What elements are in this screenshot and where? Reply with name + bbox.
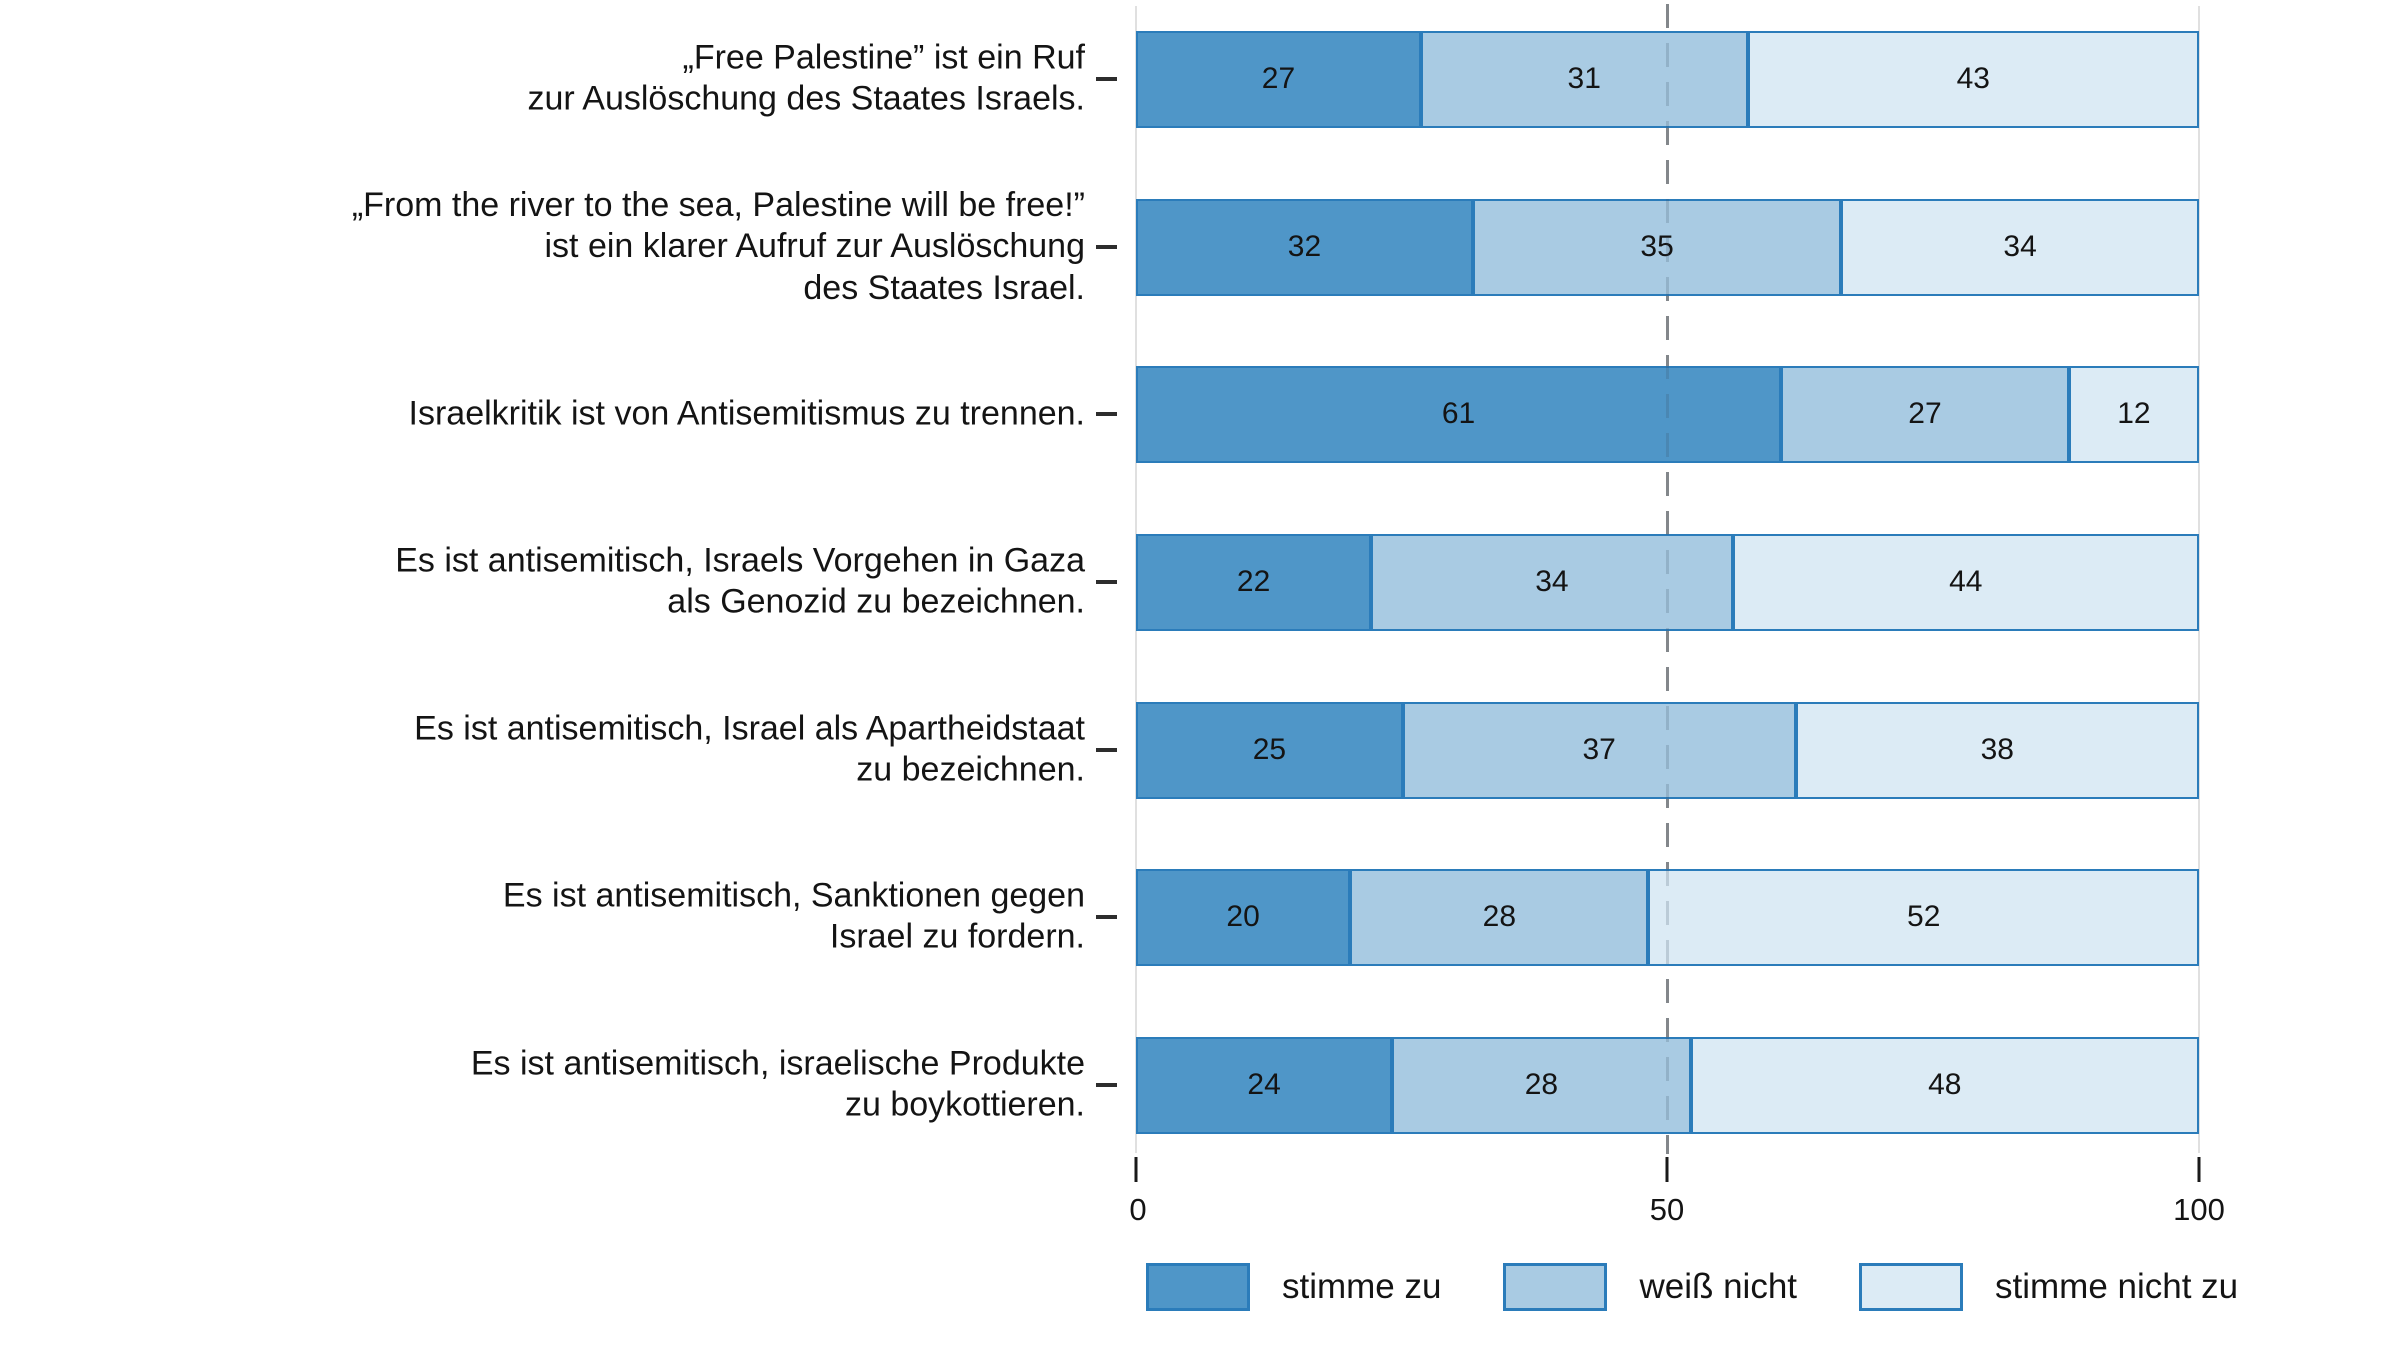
bar-row: 24 28 48 — [1136, 1036, 2199, 1134]
category-label: Es ist antisemitisch, Sanktionen gegen I… — [502, 876, 1085, 956]
legend-label-agree: stimme zu — [1282, 1267, 1442, 1306]
segment-value-label: 27 — [1908, 397, 1942, 430]
segment-value-label: 24 — [1247, 1068, 1281, 1101]
legend-label-disagree: stimme nicht zu — [1995, 1267, 2239, 1306]
bar-segment: 34 — [1371, 533, 1733, 631]
segment-value-label: 61 — [1441, 397, 1476, 430]
legend-label-dont-know: weiß nicht — [1639, 1267, 1798, 1306]
bar-segment: 20 — [1136, 868, 1351, 966]
legend-swatch-dont-know — [1503, 1263, 1608, 1311]
legend-swatch-agree — [1146, 1263, 1250, 1311]
bar-row: 25 37 38 — [1136, 701, 2199, 799]
legend: stimme zu weiß nicht stimme nicht zu — [1146, 1263, 2238, 1311]
segment-value-label: 27 — [1261, 62, 1296, 95]
bar-segment: 25 — [1136, 701, 1403, 799]
category-label: Es ist antisemitisch, Israel als Aparthe… — [414, 709, 1085, 789]
category-label: Es ist antisemitisch, Israels Vorgehen i… — [395, 541, 1085, 621]
x-tick-0 — [1134, 1157, 1138, 1182]
y-axis-tick — [1096, 77, 1117, 81]
x-tick-100 — [2197, 1157, 2201, 1182]
segment-value-label: 35 — [1640, 230, 1674, 263]
bar-row: 20 28 52 — [1136, 868, 2199, 966]
reference-line-50-overlay — [1666, 4, 1669, 1154]
segment-value-label: 31 — [1567, 62, 1601, 95]
segment-value-label: 32 — [1287, 230, 1322, 263]
segment-value-label: 34 — [1535, 565, 1569, 598]
segment-value-label: 37 — [1582, 733, 1616, 766]
y-axis-tick — [1096, 412, 1117, 416]
bar-segment: 24 — [1136, 1036, 1393, 1134]
segment-value-label: 25 — [1252, 733, 1287, 766]
bar-segment: 22 — [1136, 533, 1372, 631]
bar-segment: 27 — [1136, 30, 1421, 128]
bar-segment: 27 — [1781, 365, 2069, 463]
bar-segment: 28 — [1392, 1036, 1691, 1134]
segment-value-label: 28 — [1482, 900, 1517, 933]
legend-swatch-disagree — [1859, 1263, 1964, 1311]
bar-segment: 34 — [1841, 198, 2199, 296]
bar-row: 32 35 34 — [1136, 198, 2199, 296]
x-tick-50 — [1665, 1157, 1669, 1182]
category-label: Es ist antisemitisch, israelische Produk… — [470, 1044, 1085, 1124]
segment-value-label: 52 — [1907, 900, 1941, 933]
segment-value-label: 12 — [2117, 397, 2151, 430]
segment-value-label: 38 — [1980, 733, 2014, 766]
y-axis-tick — [1096, 580, 1117, 584]
segment-value-label: 20 — [1226, 900, 1260, 933]
bar-segment: 44 — [1732, 533, 2199, 631]
segment-value-label: 43 — [1956, 62, 1990, 95]
bar-segment: 31 — [1420, 30, 1748, 128]
x-tick-label-100: 100 — [2173, 1192, 2225, 1227]
bar-segment: 35 — [1472, 198, 1842, 296]
bar-segment: 37 — [1402, 701, 1796, 799]
bar-segment: 38 — [1795, 701, 2199, 799]
segment-value-label: 22 — [1236, 565, 1271, 598]
category-label: Israelkritik ist von Antisemitismus zu t… — [408, 394, 1085, 433]
y-axis-tick — [1096, 245, 1117, 249]
bar-segment: 28 — [1350, 868, 1649, 966]
y-axis-tick — [1096, 1083, 1117, 1087]
bar-segment: 32 — [1136, 198, 1473, 296]
category-label: „Free Palestine” ist ein Ruf zur Auslösc… — [527, 38, 1085, 118]
segment-value-label: 34 — [2003, 230, 2037, 263]
segment-value-label: 48 — [1928, 1068, 1962, 1101]
legend-item-disagree: stimme nicht zu — [1859, 1263, 2238, 1311]
legend-item-agree: stimme zu — [1146, 1263, 1441, 1311]
bar-segment: 12 — [2068, 365, 2199, 463]
bar-segment: 43 — [1747, 30, 2199, 128]
x-tick-label-0: 0 — [1129, 1192, 1147, 1227]
bar-segment: 52 — [1648, 868, 2199, 966]
gridline-x100 — [2198, 6, 2200, 1153]
y-axis-tick — [1096, 915, 1117, 919]
bar-segment: 61 — [1136, 365, 1782, 463]
bar-row: 27 31 43 — [1136, 30, 2199, 128]
bar-row: 22 34 44 — [1136, 533, 2199, 631]
y-axis-tick — [1096, 748, 1117, 752]
legend-item-dont-know: weiß nicht — [1503, 1263, 1797, 1311]
x-tick-label-50: 50 — [1649, 1192, 1685, 1227]
bar-segment: 48 — [1690, 1036, 2199, 1134]
segment-value-label: 28 — [1524, 1068, 1559, 1101]
segment-value-label: 44 — [1949, 565, 1983, 598]
category-label: „From the river to the sea, Palestine wi… — [351, 185, 1085, 307]
bar-row: 61 27 12 — [1136, 365, 2199, 463]
